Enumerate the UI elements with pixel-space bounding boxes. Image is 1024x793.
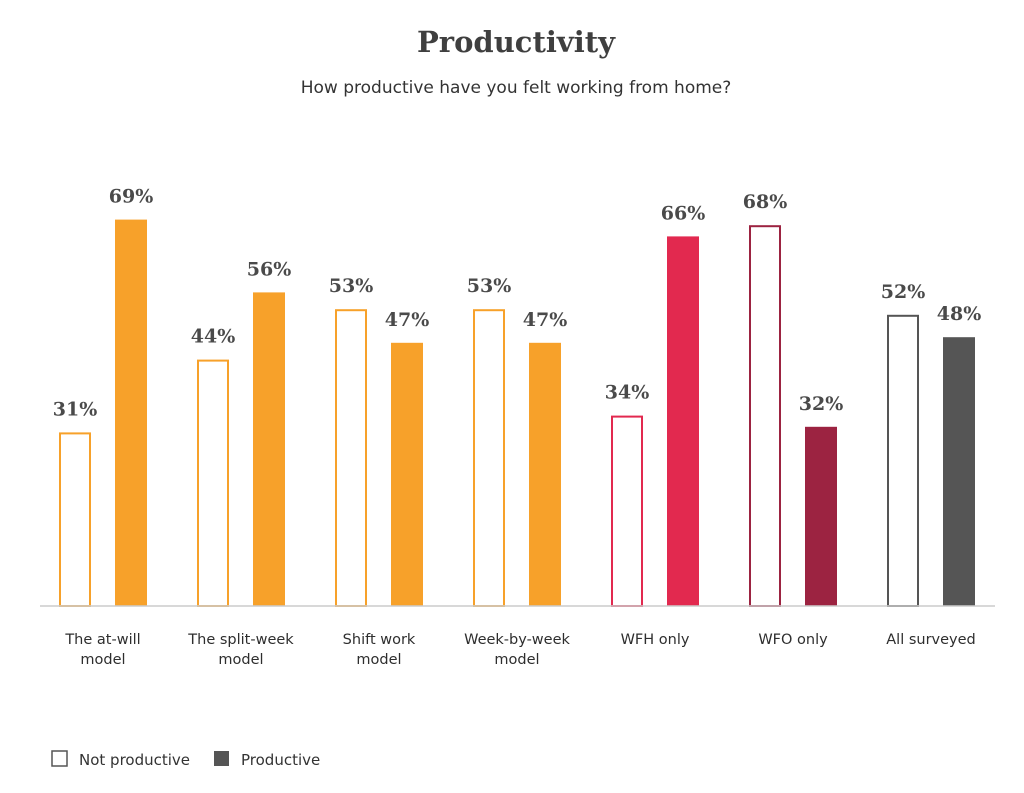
category-label-wfo-only: WFO only <box>758 632 828 648</box>
bars-layer: 31% 69% 44% 56% 53% 47% 53% 47% 34% 66% 68% 32% 52% 4… <box>53 186 982 607</box>
chart-subtitle: How productive have you felt working fro… <box>301 78 732 98</box>
value-label-productive-wfh-only: 66% <box>661 202 706 224</box>
legend-label-not-productive: Not productive <box>79 751 190 769</box>
bar-not-productive-wfh-only <box>611 415 643 607</box>
value-label-productive-the-at-will-model: 69% <box>109 186 154 208</box>
legend: Not productive Productive <box>51 750 320 769</box>
value-label-not-productive-the-split-week-model: 44% <box>191 326 236 348</box>
bar-productive-the-at-will-model <box>115 219 147 606</box>
value-label-productive-wfo-only: 32% <box>799 393 844 415</box>
value-label-productive-week-by-week-model: 47% <box>523 309 568 331</box>
bar-not-productive-the-split-week-model <box>197 359 229 607</box>
value-label-not-productive-the-at-will-model: 31% <box>53 398 98 420</box>
value-label-not-productive-wfo-only: 68% <box>743 191 788 213</box>
value-label-not-productive-shift-work-model: 53% <box>329 275 374 297</box>
value-label-not-productive-all-surveyed: 52% <box>881 281 926 303</box>
value-label-not-productive-week-by-week-model: 53% <box>467 275 512 297</box>
bar-productive-all-surveyed <box>943 337 975 606</box>
bar-productive-week-by-week-model <box>529 342 561 606</box>
value-label-productive-shift-work-model: 47% <box>385 309 430 331</box>
category-label-wfh-only: WFH only <box>621 632 690 648</box>
value-label-productive-the-split-week-model: 56% <box>247 258 292 280</box>
category-labels: The at-will model The split-week model Shift… <box>64 632 975 668</box>
bar-productive-wfh-only <box>667 236 699 606</box>
value-label-productive-all-surveyed: 48% <box>937 303 982 325</box>
chart-title: Productivity <box>417 25 616 59</box>
category-label-all-surveyed: All surveyed <box>886 632 976 648</box>
value-label-not-productive-wfh-only: 34% <box>605 382 650 404</box>
bar-productive-shift-work-model <box>391 342 423 606</box>
bar-not-productive-shift-work-model <box>335 309 367 607</box>
legend-swatch-productive <box>214 751 229 766</box>
bar-productive-wfo-only <box>805 426 837 606</box>
bar-productive-the-split-week-model <box>253 292 285 606</box>
category-label-the-split-week-model: The split-week model <box>187 632 294 668</box>
bar-not-productive-wfo-only <box>749 225 781 607</box>
legend-swatch-not-productive <box>51 750 68 767</box>
bar-not-productive-all-surveyed <box>887 314 919 607</box>
category-label-shift-work-model: Shift work model <box>343 632 416 668</box>
bar-not-productive-the-at-will-model <box>59 432 91 607</box>
category-label-week-by-week-model: Week-by-week model <box>464 632 570 668</box>
legend-label-productive: Productive <box>241 751 320 769</box>
category-label-the-at-will-model: The at-will model <box>64 632 140 668</box>
bar-not-productive-week-by-week-model <box>473 309 505 607</box>
